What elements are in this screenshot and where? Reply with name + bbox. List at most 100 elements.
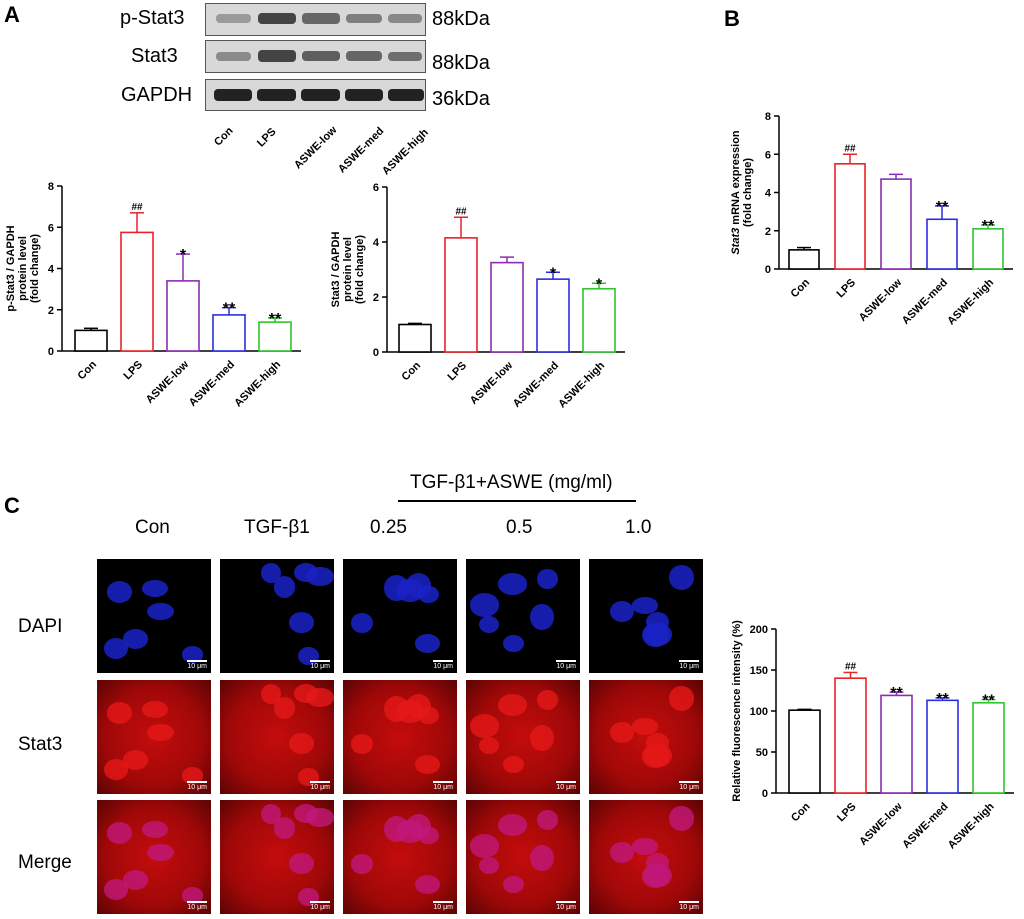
nucleus [261,803,282,824]
y-axis-label: (fold change) [29,234,41,303]
scale-bar-label: 10 μm [310,663,330,670]
micrograph: 10 μm [220,680,334,794]
bar [834,163,866,270]
significance-label: ## [455,206,467,217]
micrograph: 10 μm [466,680,580,794]
nucleus [537,810,558,830]
column-header: 0.5 [506,517,533,538]
micrograph: 10 μm [220,800,334,914]
y-axis-label: protein level [342,237,354,302]
y-axis-label: Relative fluorescence intensity (%) [731,620,743,802]
y-axis-label: (fold change) [354,235,366,304]
y-tick-label: 50 [756,747,768,759]
category-label: Con [789,800,813,824]
panel-label-b: B [724,6,740,31]
scale-bar: 10 μm [310,901,330,911]
micrograph: 10 μm [343,800,457,914]
y-tick-label: 6 [765,149,771,161]
nucleus [107,580,133,603]
category-label: LPS [834,277,858,301]
chart-pstat3: 0 2 4 6 8 p-Stat3 / GAPDH protein level (fold c… [5,181,301,409]
bar [258,321,292,352]
blot-lane-label: Con [212,124,236,149]
nucleus [122,750,149,771]
y-tick-label: 0 [48,346,54,358]
micrograph: 10 μm [589,800,703,914]
blot-strip-gapdh [205,79,426,111]
scale-bar-line [679,901,699,903]
nucleus [470,834,500,858]
micrograph: 10 μm [97,680,211,794]
blot-band [257,89,296,101]
scale-bar-line [187,901,207,903]
row-label: DAPI [18,616,63,637]
nucleus [470,593,500,617]
scale-bar-line [679,781,699,783]
nucleus [107,821,133,844]
y-tick-label: 0 [373,347,379,359]
bar [74,329,108,352]
nucleus [632,718,659,735]
scale-bar-label: 10 μm [310,784,330,791]
blot-lane-label: LPS [255,125,279,150]
scale-bar-line [187,660,207,662]
category-label: Con [400,359,424,383]
nucleus [395,699,424,724]
y-tick-label: 8 [48,181,54,193]
category-label: ASWE-high [946,800,997,851]
nucleus [261,562,282,583]
y-tick-label: 6 [48,222,54,234]
scale-bar: 10 μm [433,660,453,670]
scale-bar: 10 μm [556,901,576,911]
bar [120,231,154,352]
nucleus [414,634,441,654]
nucleus [530,604,554,630]
nucleus [261,683,282,704]
scale-bar-label: 10 μm [433,663,453,670]
scale-bar-line [310,660,330,662]
column-header: TGF-β1 [244,517,310,538]
micrograph: 10 μm [466,800,580,914]
nucleus [478,615,500,634]
category-label: ASWE-low [857,800,905,848]
nucleus [350,734,373,755]
nucleus [530,845,554,871]
y-tick-label: 0 [765,264,771,276]
bar [444,237,478,353]
blot-band [258,13,296,24]
blot-band [302,13,340,24]
y-tick-label: 200 [750,624,768,636]
scale-bar-label: 10 μm [187,784,207,791]
blot-band [258,50,296,62]
bar [788,709,821,794]
column-header: 0.25 [370,517,407,538]
bar [926,699,959,794]
nucleus [273,576,295,598]
micrograph: 10 μm [97,559,211,673]
blot-row-label: Stat3 [131,45,178,67]
bar [212,314,246,352]
scale-bar: 10 μm [187,781,207,791]
y-tick-label: 2 [48,305,54,317]
category-label: ASWE-high [556,359,607,410]
row-label: Stat3 [18,734,63,755]
scale-bar-line [433,901,453,903]
significance-label: * [596,276,603,293]
nucleus [147,723,175,742]
bar [490,261,524,353]
category-label: ASWE-high [945,276,996,327]
nucleus [470,714,500,738]
category-label: ASWE-med [511,360,561,410]
scale-bar: 10 μm [679,901,699,911]
scale-bar-label: 10 μm [556,784,576,791]
nucleus [530,725,554,751]
micrograph: 10 μm [466,559,580,673]
nucleus [414,755,441,775]
column-header: 1.0 [625,517,652,538]
scale-bar-line [679,660,699,662]
blot-row-label: GAPDH [121,84,193,106]
nucleus [414,875,441,895]
bar [972,228,1004,270]
nucleus [141,701,169,718]
category-label: ASWE-low [468,359,516,407]
